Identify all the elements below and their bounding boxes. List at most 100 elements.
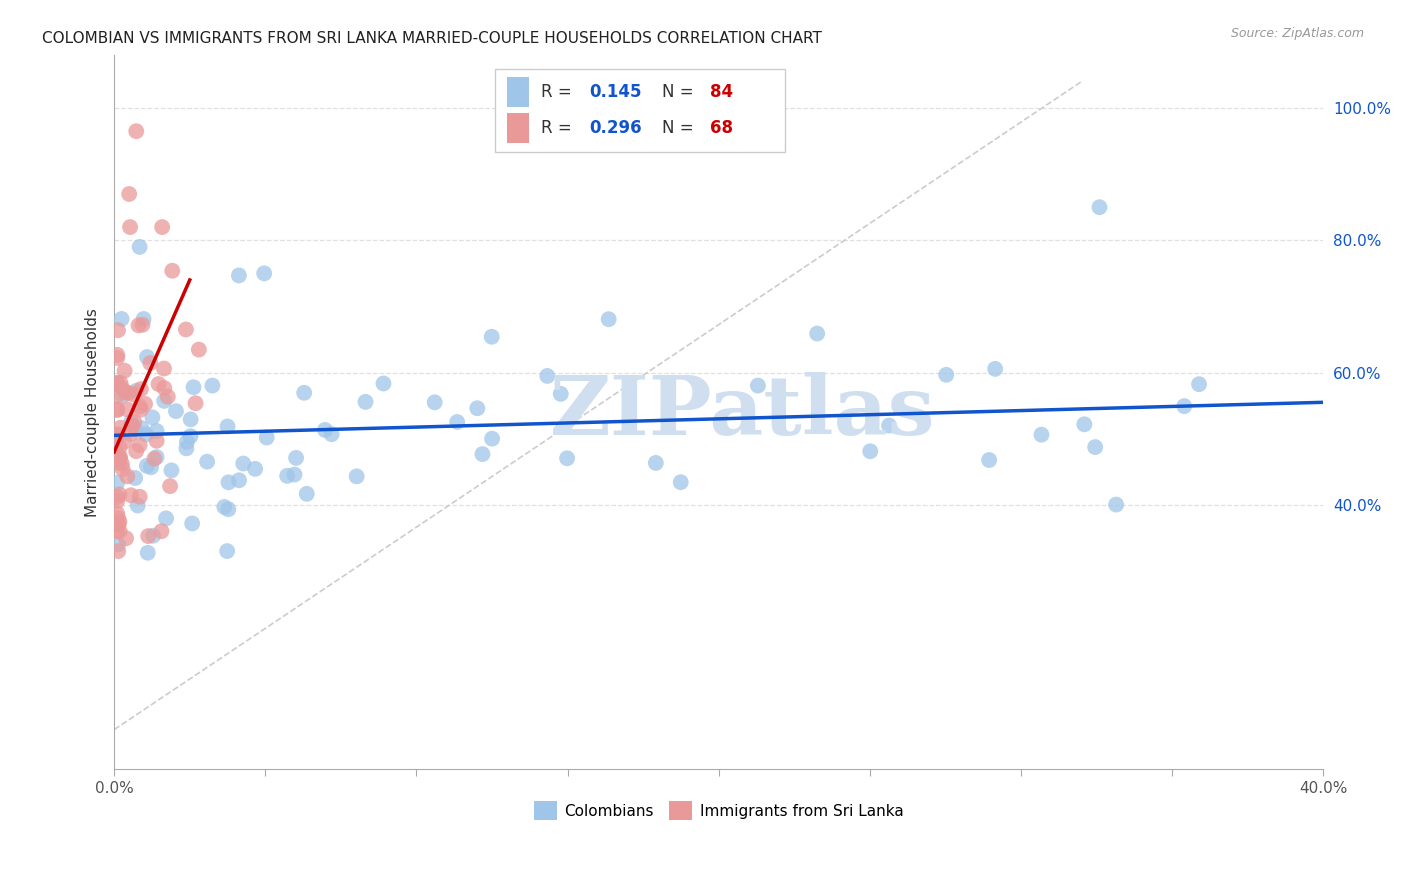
Point — [979, 453, 1001, 467]
Point — [136, 546, 159, 560]
Point — [217, 475, 239, 490]
Text: R =: R = — [541, 119, 576, 137]
Point — [125, 124, 148, 138]
Point — [481, 330, 503, 344]
Point — [1088, 200, 1111, 214]
Point — [118, 186, 141, 201]
Point — [124, 422, 146, 436]
Point — [114, 385, 136, 400]
Point — [108, 487, 131, 501]
Point — [105, 403, 128, 417]
Point — [354, 395, 377, 409]
Point — [232, 457, 254, 471]
Point — [446, 415, 468, 429]
Point — [108, 440, 131, 454]
Point — [105, 351, 128, 365]
Point — [156, 390, 179, 404]
Point — [141, 410, 163, 425]
Point — [115, 531, 138, 545]
Point — [471, 447, 494, 461]
Point — [373, 376, 395, 391]
Point — [536, 368, 558, 383]
Point — [105, 517, 128, 532]
Point — [176, 434, 198, 449]
Point — [105, 428, 128, 442]
Point — [135, 427, 157, 442]
Point — [117, 469, 139, 483]
Point — [321, 427, 343, 442]
Text: N =: N = — [662, 83, 699, 101]
Point — [644, 456, 666, 470]
Point — [110, 312, 132, 326]
Point — [285, 450, 308, 465]
Point — [1031, 427, 1053, 442]
Point — [121, 418, 143, 433]
Point — [859, 444, 882, 458]
Text: COLOMBIAN VS IMMIGRANTS FROM SRI LANKA MARRIED-COUPLE HOUSEHOLDS CORRELATION CHA: COLOMBIAN VS IMMIGRANTS FROM SRI LANKA M… — [42, 31, 823, 46]
Point — [550, 387, 572, 401]
Point — [105, 427, 128, 442]
Point — [145, 450, 167, 464]
Point — [806, 326, 828, 341]
Point — [127, 499, 149, 513]
Point — [125, 384, 148, 398]
Point — [107, 544, 129, 558]
Point — [214, 500, 236, 514]
Point — [139, 356, 162, 370]
Point — [555, 451, 578, 466]
Point — [105, 376, 128, 390]
Point — [228, 268, 250, 283]
Point — [134, 397, 156, 411]
Point — [201, 378, 224, 392]
Point — [176, 442, 198, 456]
Point — [669, 475, 692, 490]
FancyBboxPatch shape — [495, 70, 785, 152]
Point — [114, 364, 136, 378]
Point — [135, 458, 157, 473]
Point — [108, 451, 131, 466]
Point — [465, 401, 488, 416]
Point — [295, 487, 318, 501]
Point — [283, 467, 305, 482]
Point — [111, 381, 134, 395]
Text: 0.145: 0.145 — [589, 83, 643, 101]
Point — [153, 393, 176, 408]
Point — [107, 323, 129, 337]
Point — [105, 446, 128, 460]
Point — [128, 318, 150, 333]
Point — [148, 377, 170, 392]
Point — [120, 220, 142, 235]
Point — [129, 382, 152, 396]
Point — [165, 404, 187, 418]
Point — [243, 462, 266, 476]
Point — [160, 463, 183, 477]
Point — [314, 423, 336, 437]
Point — [276, 468, 298, 483]
Point — [139, 460, 162, 475]
Point — [128, 438, 150, 452]
Point — [108, 524, 131, 538]
Point — [1105, 498, 1128, 512]
Point — [108, 450, 131, 464]
Bar — [508, 113, 529, 143]
Point — [111, 457, 134, 471]
Point — [180, 412, 202, 426]
Point — [346, 469, 368, 483]
Point — [125, 444, 148, 458]
Point — [256, 431, 278, 445]
Point — [110, 421, 132, 435]
Point — [217, 544, 239, 558]
Point — [183, 380, 205, 394]
Point — [105, 389, 128, 403]
Point — [179, 429, 201, 443]
Point — [481, 432, 503, 446]
Point — [984, 362, 1007, 376]
Text: Source: ZipAtlas.com: Source: ZipAtlas.com — [1230, 27, 1364, 40]
Point — [131, 421, 153, 435]
Point — [124, 471, 146, 485]
Point — [115, 402, 138, 417]
Point — [105, 402, 128, 417]
Point — [423, 395, 446, 409]
Point — [120, 415, 142, 429]
Point — [107, 537, 129, 551]
